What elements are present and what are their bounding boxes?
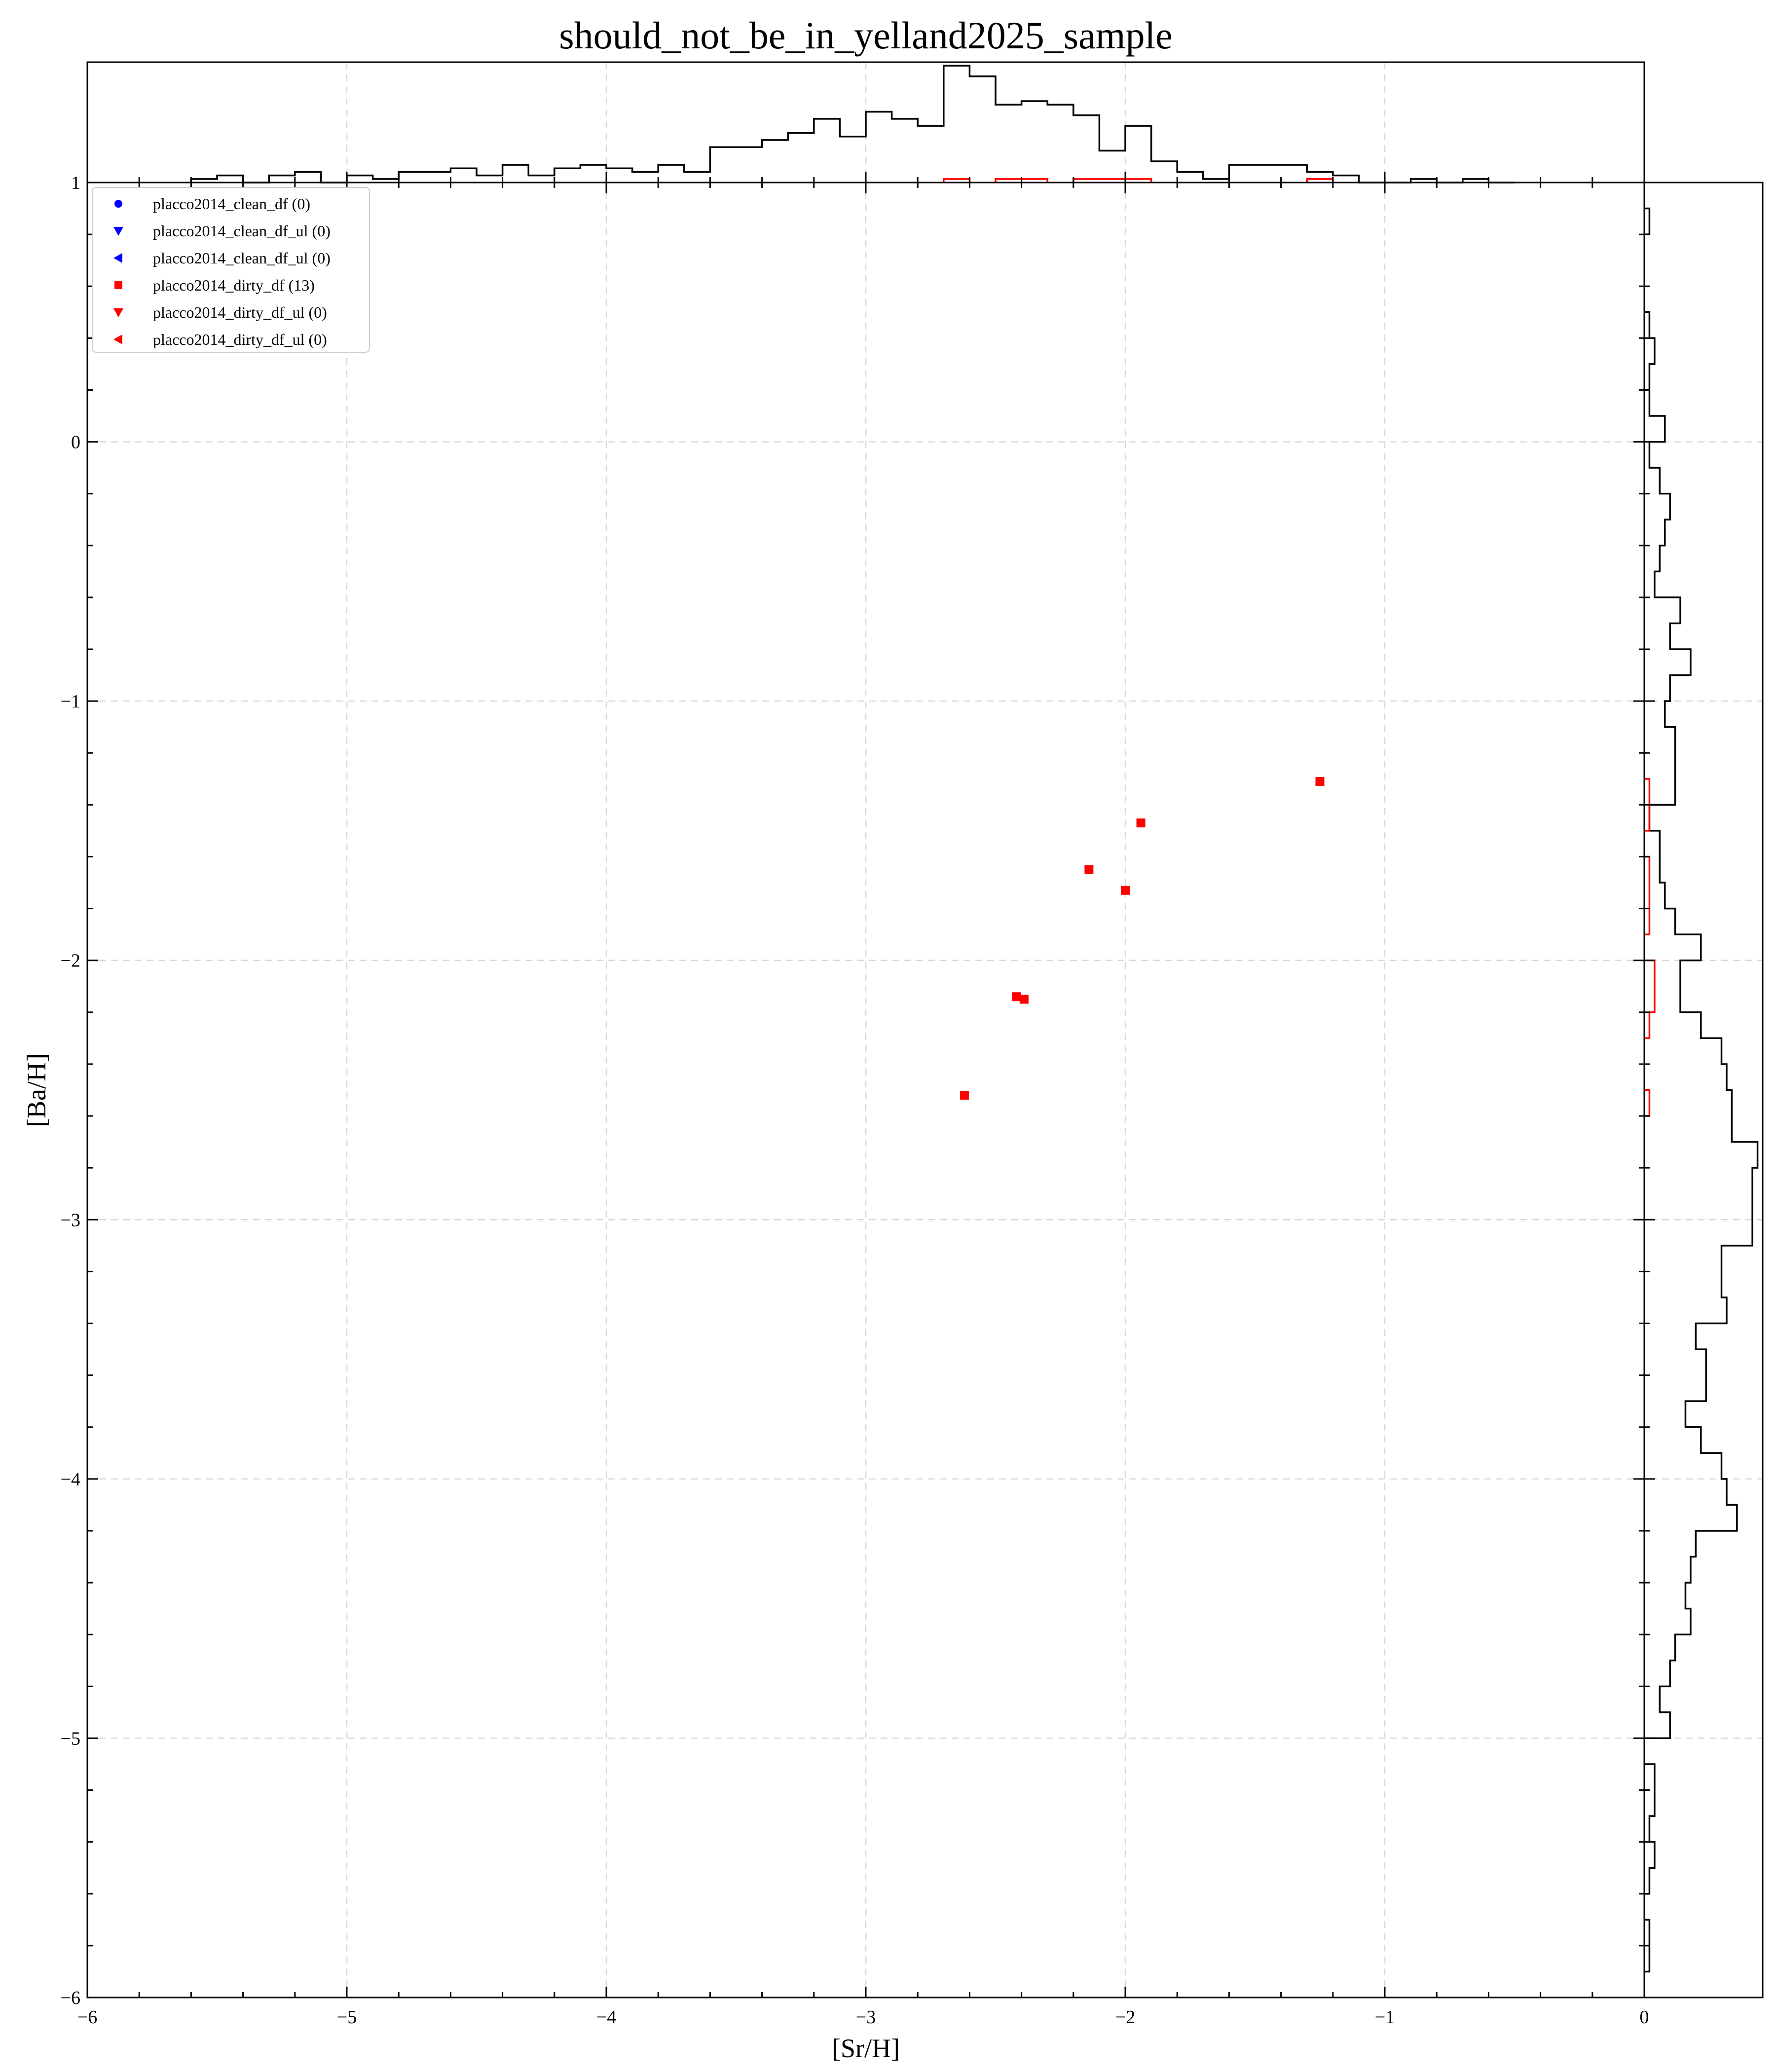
legend-label: placco2014_dirty_df_ul (0) [153, 303, 327, 321]
legend-label: placco2014_dirty_df_ul (0) [153, 331, 327, 348]
data-point [1012, 992, 1021, 1001]
x-tick-label: −1 [1375, 2007, 1395, 2028]
data-point [960, 1091, 969, 1100]
x-tick-label: −4 [596, 2007, 616, 2028]
y-tick-label: 0 [71, 432, 80, 453]
legend-marker [113, 334, 122, 344]
x-tick-label: 0 [1640, 2007, 1649, 2028]
top-histogram-all-stars [190, 65, 1515, 184]
y-tick-label: −4 [61, 1469, 80, 1490]
axis-ticks: −6 −5 −4 −3 −2 −1 0 −6 −5 −4 −3 −2 −1 0 1 [61, 172, 1655, 2028]
y-tick-label: −3 [61, 1210, 80, 1230]
chart-title: should_not_be_in_yelland2025_sample [559, 14, 1173, 57]
y-tick-label: −5 [61, 1728, 80, 1749]
legend-box [92, 187, 370, 353]
x-tick-label: −2 [1115, 2007, 1135, 2028]
legend-marker [113, 227, 123, 236]
legend-marker [113, 308, 123, 317]
legend-marker [113, 253, 122, 263]
x-tick-label: −3 [856, 2007, 876, 2028]
right-histogram [1644, 207, 1759, 1973]
data-point [1315, 777, 1325, 786]
legend-label: placco2014_clean_df_ul (0) [153, 249, 331, 267]
data-points [960, 777, 1325, 1100]
y-tick-label: −6 [61, 1988, 80, 2008]
y-tick-label: 1 [71, 173, 80, 193]
legend: placco2014_clean_df (0) placco2014_clean_… [92, 187, 370, 353]
right-histogram-all-stars [1644, 207, 1759, 1973]
right-histogram-dirty-sample [1644, 778, 1656, 1117]
y-axis-label: [Ba/H] [22, 1053, 51, 1127]
legend-marker [114, 281, 122, 289]
x-tick-label: −5 [337, 2007, 357, 2028]
top-histogram [190, 65, 1515, 184]
legend-label: placco2014_clean_df_ul (0) [153, 222, 331, 240]
legend-label: placco2014_dirty_df (13) [153, 276, 315, 294]
x-axis-label: [Sr/H] [832, 2034, 900, 2063]
x-tick-label: −6 [77, 2007, 97, 2028]
y-tick-label: −2 [61, 951, 80, 971]
legend-label: placco2014_clean_df (0) [153, 195, 310, 213]
y-tick-label: −1 [61, 691, 80, 712]
data-point [1084, 865, 1094, 874]
data-point [1019, 995, 1029, 1004]
grid-lines [87, 62, 1763, 1998]
legend-marker [114, 200, 122, 208]
data-point [1121, 886, 1130, 895]
right-histogram-frame [1643, 182, 1764, 1998]
data-point [1136, 818, 1146, 828]
